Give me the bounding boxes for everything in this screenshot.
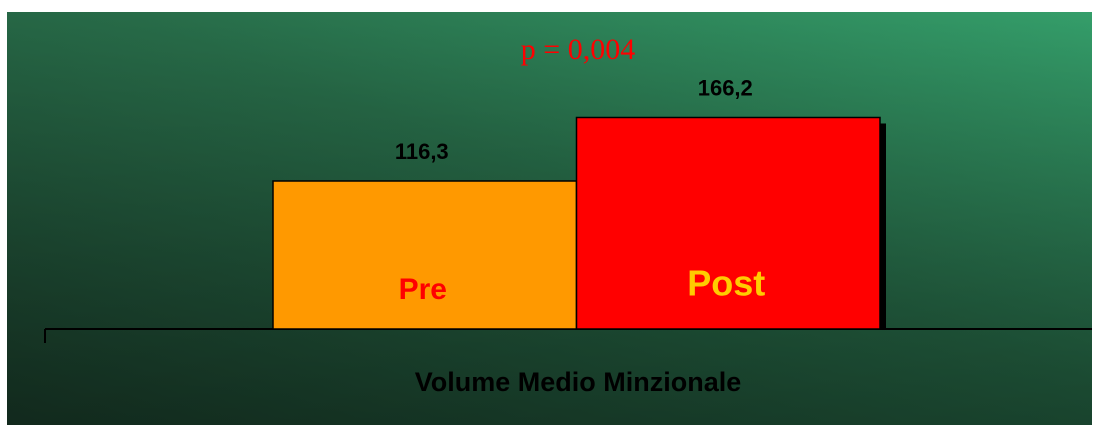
annotation: p = 0,004 — [521, 33, 635, 66]
x-axis-label: Volume Medio Minzionale — [415, 367, 742, 397]
category-label: Post — [687, 263, 765, 304]
value-label: 166,2 — [698, 75, 753, 100]
bar — [575, 116, 881, 330]
category-label: Pre — [399, 273, 447, 306]
bar — [272, 180, 578, 330]
value-label: 116,3 — [395, 139, 449, 164]
